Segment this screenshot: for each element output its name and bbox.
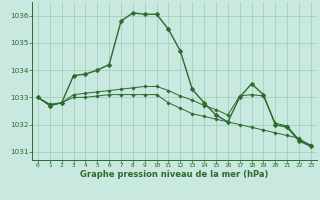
X-axis label: Graphe pression niveau de la mer (hPa): Graphe pression niveau de la mer (hPa) — [80, 170, 268, 179]
